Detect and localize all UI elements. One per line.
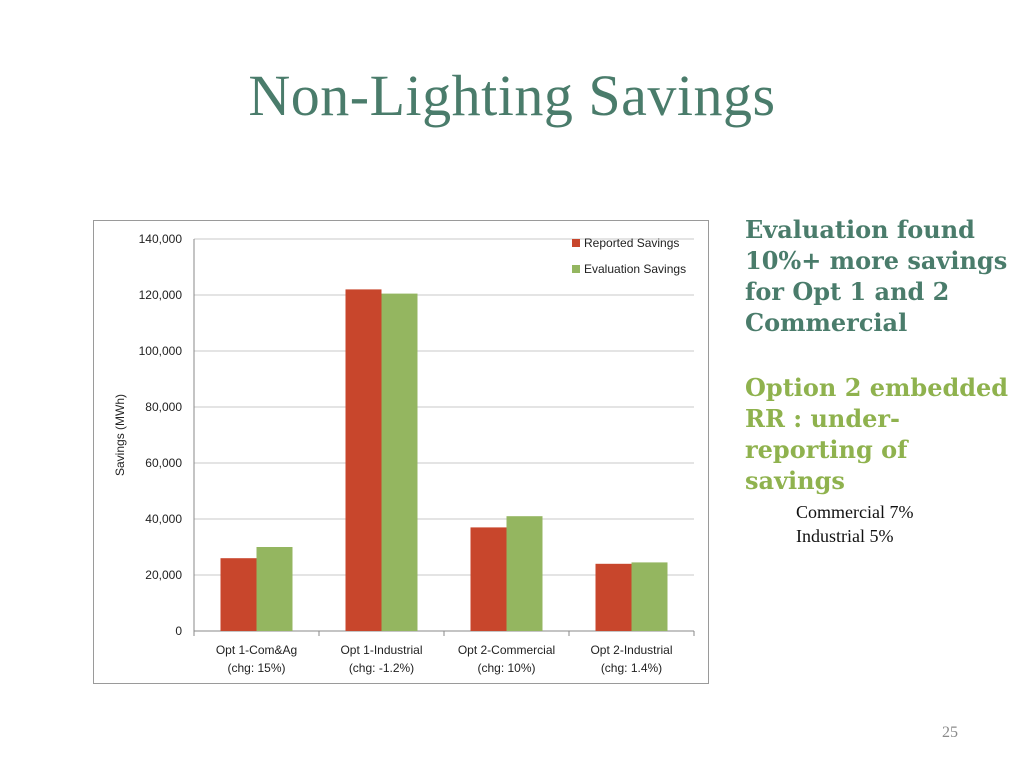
x-tick-label: (chg: 1.4%) bbox=[601, 661, 662, 675]
y-tick-label: 60,000 bbox=[145, 456, 182, 470]
y-tick-label: 0 bbox=[175, 624, 182, 638]
legend-label: Reported Savings bbox=[584, 236, 679, 250]
legend-swatch bbox=[572, 265, 580, 273]
option2-note: Option 2 embedded RR : under-reporting o… bbox=[745, 373, 1009, 495]
x-tick-label: Opt 1-Industrial bbox=[340, 643, 422, 657]
y-tick-label: 40,000 bbox=[145, 512, 182, 526]
x-tick-label: (chg: 10%) bbox=[477, 661, 535, 675]
rr-industrial-item: Industrial 5% bbox=[796, 526, 894, 546]
rr-breakdown-list: Commercial 7% Industrial 5% bbox=[796, 500, 913, 548]
rr-commercial-item: Commercial 7% bbox=[796, 502, 914, 522]
bar-reported bbox=[470, 527, 507, 631]
finding-note: Evaluation found 10%+ more savings for O… bbox=[745, 215, 1008, 337]
y-tick-label: 120,000 bbox=[139, 288, 183, 302]
bar-evaluation bbox=[506, 516, 543, 631]
legend-swatch bbox=[572, 239, 580, 247]
legend-label: Evaluation Savings bbox=[584, 262, 686, 276]
chart-frame: 0 20,000 40,000 60,000 80,000 100,000 120,000 1… bbox=[93, 220, 709, 684]
slide-title: Non-Lighting Savings bbox=[248, 63, 776, 128]
y-tick-label: 140,000 bbox=[139, 232, 183, 246]
page-number: 25 bbox=[942, 724, 958, 741]
bar-reported bbox=[595, 563, 632, 631]
bar-reported bbox=[345, 289, 382, 631]
x-tick-label: Opt 2-Commercial bbox=[458, 643, 555, 657]
bar-evaluation bbox=[256, 547, 293, 631]
y-tick-label: 80,000 bbox=[145, 400, 182, 414]
bar-evaluation bbox=[381, 293, 418, 631]
y-axis-label: Savings (MWh) bbox=[113, 394, 127, 476]
bar-reported bbox=[220, 558, 257, 631]
x-tick-label: (chg: 15%) bbox=[227, 661, 285, 675]
x-tick-label: Opt 2-Industrial bbox=[590, 643, 672, 657]
x-tick-label: (chg: -1.2%) bbox=[349, 661, 414, 675]
y-tick-label: 20,000 bbox=[145, 568, 182, 582]
bar-chart: 0 20,000 40,000 60,000 80,000 100,000 120,000 1… bbox=[113, 232, 695, 675]
bar-evaluation bbox=[631, 562, 668, 631]
y-tick-label: 100,000 bbox=[139, 344, 183, 358]
x-tick-label: Opt 1-Com&Ag bbox=[216, 643, 297, 657]
